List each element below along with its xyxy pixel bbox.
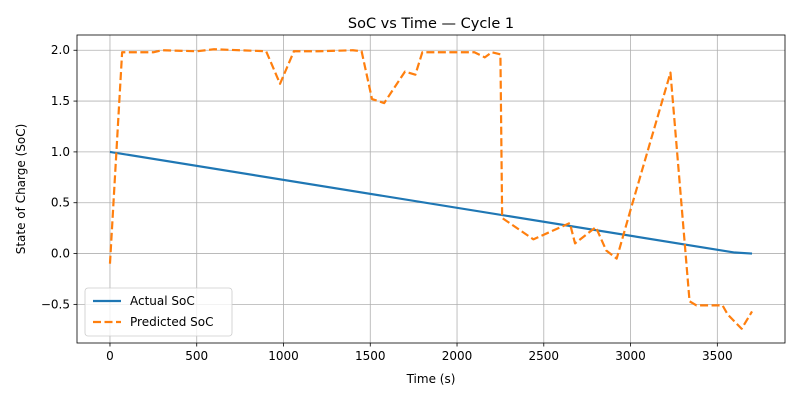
y-tick-label: 0.5: [51, 196, 70, 210]
ticks: 0 500 1000 1500 2000 2500 3000 3500 −0.5 0.0 0.5 1.…: [41, 43, 733, 363]
y-tick-label: 0.0: [51, 247, 70, 261]
x-axis-label: Time (s): [406, 372, 456, 386]
y-tick-label: 2.0: [51, 43, 70, 57]
x-tick-label: 0: [106, 349, 114, 363]
x-tick-label: 1000: [268, 349, 299, 363]
plot-frame: [76, 34, 786, 344]
legend: Actual SoC Predicted SoC: [84, 287, 233, 337]
x-tick-label: 3000: [615, 349, 646, 363]
series-group: [108, 48, 753, 330]
x-tick-label: 3500: [702, 349, 733, 363]
x-tick-label: 2500: [529, 349, 560, 363]
legend-label: Actual SoC: [130, 294, 195, 308]
y-tick-label: −0.5: [41, 297, 70, 311]
x-tick-label: 2000: [442, 349, 473, 363]
chart-title: SoC vs Time — Cycle 1: [348, 16, 514, 32]
series-line-predicted-soc: [108, 48, 753, 330]
y-tick-label: 1.5: [51, 94, 70, 108]
y-tick-label: 1.0: [51, 145, 70, 159]
series-line-actual-soc: [109, 150, 753, 255]
y-axis-label: State of Charge (SoC): [14, 124, 28, 255]
legend-box: [84, 287, 233, 337]
legend-label: Predicted SoC: [130, 315, 213, 329]
x-tick-label: 1500: [355, 349, 386, 363]
x-tick-label: 500: [185, 349, 208, 363]
